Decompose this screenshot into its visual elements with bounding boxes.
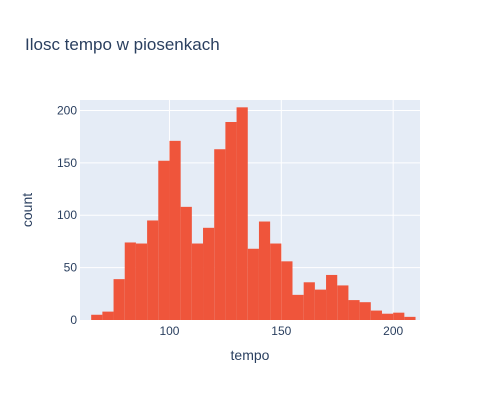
y-tick-label: 150 (57, 156, 77, 170)
x-tick-label: 150 (271, 324, 291, 338)
histogram-bar (359, 302, 371, 320)
histogram-bar (191, 243, 204, 320)
x-axis-title: tempo (231, 347, 270, 363)
histogram-bar (247, 248, 259, 320)
histogram-bar (292, 294, 304, 320)
x-tick-label: 200 (383, 324, 403, 338)
histogram-bar (147, 220, 159, 320)
histogram-bar (214, 149, 226, 320)
y-tick-label: 200 (57, 103, 77, 117)
y-tick-layer: 0 50 100 150 200 (57, 103, 77, 327)
histogram-bar (281, 261, 293, 320)
x-tick-label: 100 (159, 324, 179, 338)
y-tick-label: 50 (64, 261, 78, 275)
x-tick-layer: 100 150 200 (159, 324, 403, 338)
histogram-bar (326, 274, 338, 320)
histogram-bar (203, 227, 215, 320)
histogram-bar (113, 279, 125, 320)
histogram-bar (91, 314, 103, 320)
histogram-bar (135, 243, 148, 320)
histogram-bar (303, 282, 315, 320)
histogram-bar (404, 316, 416, 320)
histogram-bar (258, 221, 271, 320)
histogram-bar (270, 243, 282, 320)
chart-title: Ilosc tempo w piosenkach (25, 35, 220, 54)
histogram-bar (381, 313, 394, 320)
histogram-bar (314, 289, 327, 320)
histogram-bar (169, 140, 181, 320)
histogram-bar (180, 206, 192, 320)
histogram-bar (337, 285, 349, 320)
histogram-bar (236, 107, 248, 320)
histogram-bar (225, 122, 237, 320)
histogram-bar (393, 312, 405, 320)
y-tick-label: 100 (57, 208, 77, 222)
histogram-bar (370, 310, 382, 320)
bar-layer (91, 107, 416, 320)
histogram-bar (124, 242, 136, 320)
histogram-bar (348, 300, 360, 320)
y-axis-title: count (19, 193, 35, 227)
histogram-bar (102, 311, 114, 320)
y-tick-label: 0 (70, 313, 77, 327)
histogram-bar (158, 160, 170, 320)
